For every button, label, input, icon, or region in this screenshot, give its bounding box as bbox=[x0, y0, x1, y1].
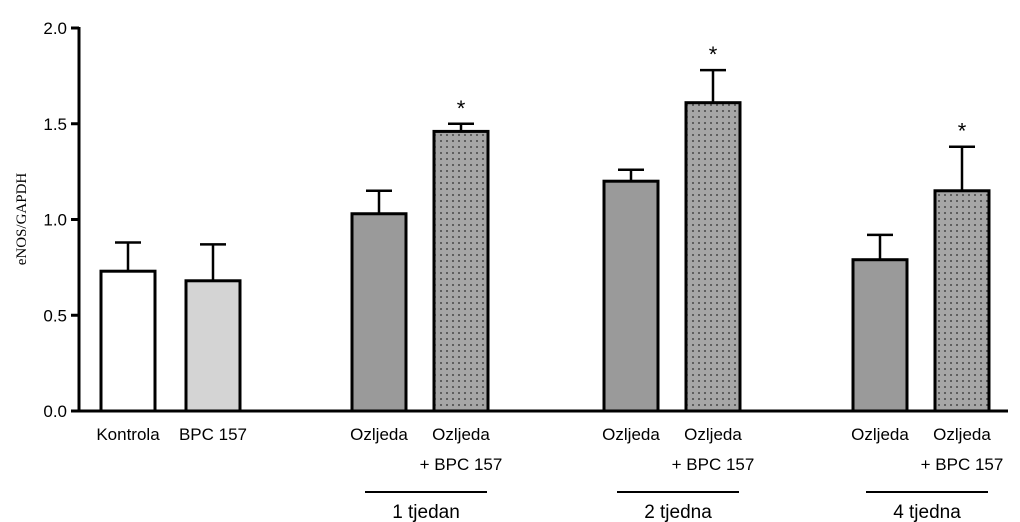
bar bbox=[432, 129, 490, 413]
category-label-line2: + BPC 157 bbox=[672, 455, 755, 474]
significance-marker: * bbox=[457, 96, 466, 121]
category-label: Ozljeda bbox=[933, 425, 991, 444]
group-label: 2 tjedna bbox=[644, 502, 712, 522]
y-axis-label: eNOS/GAPDH bbox=[14, 173, 30, 266]
bar bbox=[684, 101, 742, 413]
category-label: Ozljeda bbox=[851, 425, 909, 444]
y-tick-label: 1.0 bbox=[43, 211, 67, 230]
category-label: Ozljeda bbox=[602, 425, 660, 444]
y-tick-label: 0.5 bbox=[43, 306, 67, 325]
bar bbox=[184, 279, 242, 413]
category-label: Ozljeda bbox=[350, 425, 408, 444]
category-label-line2: + BPC 157 bbox=[921, 455, 1004, 474]
bars: * * * bbox=[99, 42, 991, 413]
category-label: Kontrola bbox=[96, 425, 160, 444]
bar bbox=[99, 269, 157, 413]
y-tick-label: 0.0 bbox=[43, 402, 67, 421]
bar bbox=[933, 189, 991, 413]
y-tick-label: 1.5 bbox=[43, 115, 67, 134]
group-labels: 1 tjedan 2 tjedna 4 tjedna bbox=[365, 491, 988, 522]
bar bbox=[350, 212, 408, 413]
significance-marker: * bbox=[958, 119, 967, 144]
category-label-line2: + BPC 157 bbox=[420, 455, 503, 474]
significance-marker: * bbox=[709, 42, 718, 67]
category-label: BPC 157 bbox=[179, 425, 247, 444]
group-label: 1 tjedan bbox=[392, 502, 460, 522]
y-axis: 0.0 0.5 1.0 1.5 2.0 bbox=[43, 19, 81, 421]
category-label: Ozljeda bbox=[684, 425, 742, 444]
y-tick-label: 2.0 bbox=[43, 19, 67, 38]
group-label: 4 tjedna bbox=[893, 502, 961, 522]
category-label: Ozljeda bbox=[432, 425, 490, 444]
category-labels: Kontrola BPC 157 Ozljeda Ozljeda + BPC 157 Oz… bbox=[96, 425, 1003, 474]
bar bbox=[851, 258, 909, 413]
bar bbox=[602, 179, 660, 413]
